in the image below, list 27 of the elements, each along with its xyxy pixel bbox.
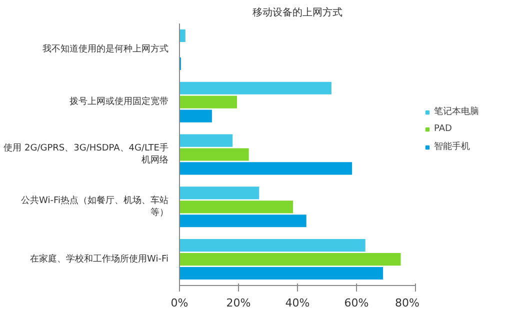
y-tick-label: 拨号上网或使用固定宽带 bbox=[70, 96, 168, 108]
bar bbox=[180, 186, 260, 200]
bar bbox=[180, 96, 238, 108]
legend-label: 笔记本电脑 bbox=[434, 106, 479, 118]
x-tick-label: 80% bbox=[395, 296, 420, 310]
bar bbox=[180, 253, 401, 266]
bar bbox=[180, 82, 332, 94]
chart-title: 移动设备的上网方式 bbox=[252, 6, 342, 18]
y-tick-label: 使用 2G/GPRS、3G/HSDPA、4G/LTE手机网络 bbox=[4, 142, 169, 166]
legend-label: PAD bbox=[434, 124, 453, 134]
bar bbox=[180, 134, 233, 147]
y-tick-label: 在家庭、学校和工作场所使用Wi-Fi bbox=[30, 253, 169, 264]
bar bbox=[180, 148, 249, 161]
legend-label: 智能手机 bbox=[434, 140, 470, 153]
bar bbox=[180, 29, 186, 42]
x-tick-label: 60% bbox=[344, 296, 369, 310]
bar bbox=[180, 239, 366, 252]
x-tick-label: 20% bbox=[226, 296, 251, 310]
bar bbox=[180, 162, 352, 175]
y-tick-label: 公共Wi-Fi热点（如餐厅、机场、车站等） bbox=[21, 194, 169, 218]
y-tick-label: 我不知道使用的是何种上网方式 bbox=[42, 44, 168, 55]
bar bbox=[180, 214, 306, 228]
bar bbox=[180, 200, 294, 214]
x-tick-label: 40% bbox=[285, 296, 310, 310]
bar bbox=[180, 266, 384, 280]
x-tick-label: 0% bbox=[170, 296, 188, 310]
bar bbox=[180, 110, 212, 122]
